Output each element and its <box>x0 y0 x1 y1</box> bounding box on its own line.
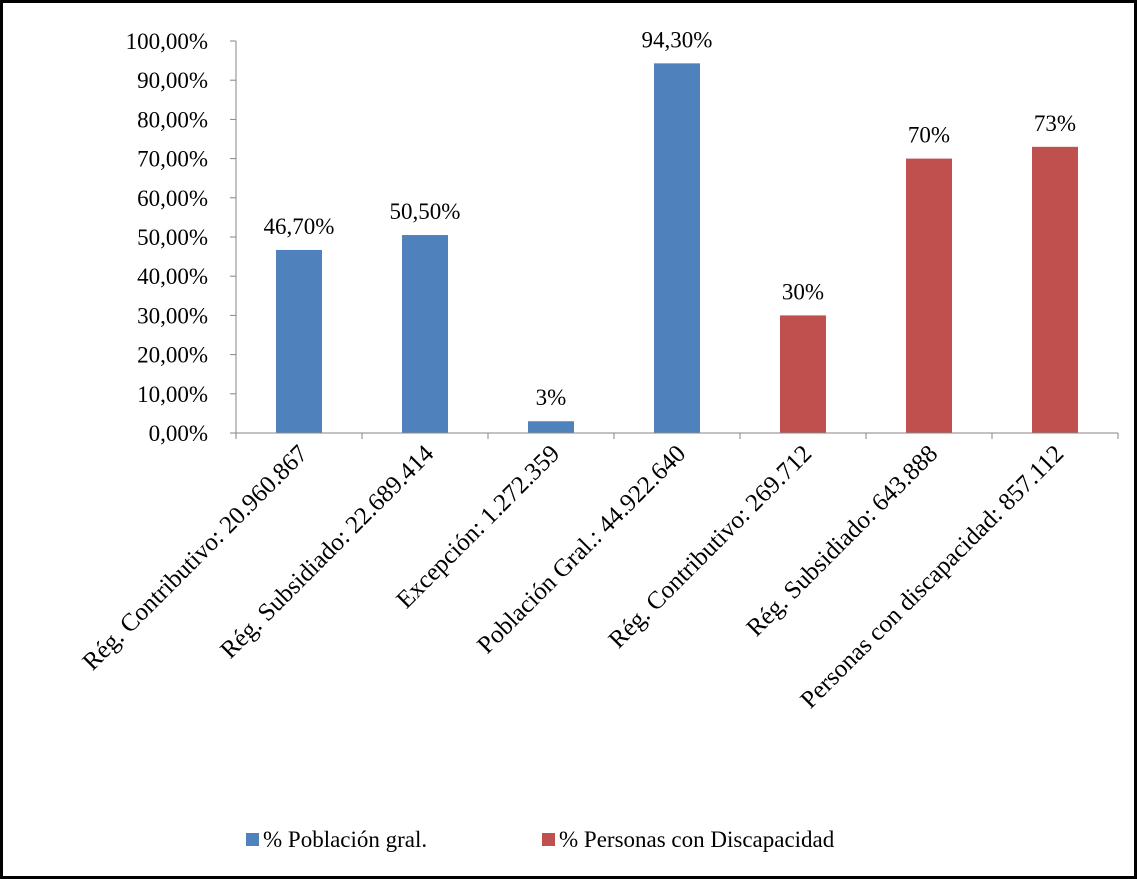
y-tick-label: 30,00% <box>137 303 208 328</box>
y-tick-label: 80,00% <box>137 107 208 132</box>
y-tick-label: 10,00% <box>137 382 208 407</box>
bars: 46,70% 50,50% 3% 94,30% 30% 70% 73% <box>264 27 1078 434</box>
legend: % Población gral. % Personas con Discapac… <box>246 827 835 852</box>
y-axis: 0,00% 10,00% 20,00% 30,00% 40,00% 50,00% 60,00… <box>126 29 237 446</box>
legend-label: % Personas con Discapacidad <box>559 827 835 852</box>
category-label: Personas con discapacidad: 857.112 <box>796 440 1070 714</box>
data-label: 70% <box>908 123 950 148</box>
y-tick-label: 50,00% <box>137 225 208 250</box>
data-label: 3% <box>536 385 567 410</box>
category-label: Rég. Subsidiado: 22.689.414 <box>215 440 439 664</box>
y-tick-label: 70,00% <box>137 147 208 172</box>
category-label: Población Gral.: 44.922.640 <box>472 440 691 659</box>
y-tick-label: 0,00% <box>149 421 208 446</box>
legend-swatch <box>246 833 259 846</box>
category-label: Rég. Contributivo: 20.960.867 <box>78 440 314 676</box>
bar <box>402 235 448 433</box>
bar <box>528 421 574 433</box>
bar <box>654 63 700 434</box>
data-label: 46,70% <box>264 214 335 239</box>
y-tick-label: 60,00% <box>137 186 208 211</box>
category-label: Rég. Contributivo: 269.712 <box>604 440 818 654</box>
data-label: 73% <box>1034 111 1076 136</box>
bar <box>906 158 952 433</box>
data-label: 94,30% <box>642 27 713 52</box>
data-label: 50,50% <box>390 199 461 224</box>
y-tick-label: 40,00% <box>137 264 208 289</box>
legend-swatch <box>542 833 555 846</box>
y-tick-label: 100,00% <box>126 29 208 54</box>
bar <box>780 315 826 433</box>
legend-label: % Población gral. <box>263 827 427 852</box>
y-tick-label: 90,00% <box>137 68 208 93</box>
data-label: 30% <box>782 279 824 304</box>
bar <box>276 249 322 433</box>
y-tick-label: 20,00% <box>137 343 208 368</box>
bar <box>1032 146 1078 433</box>
